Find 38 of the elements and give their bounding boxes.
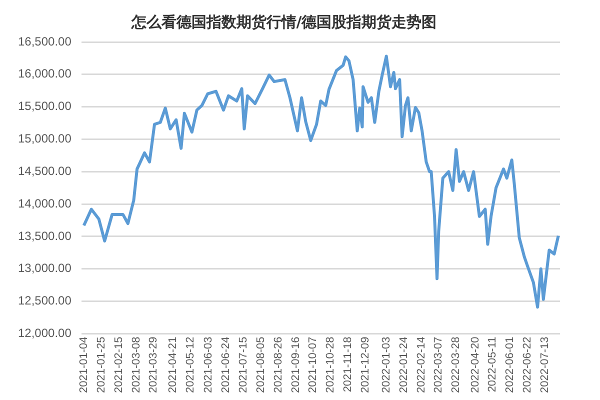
y-tick-label: 15,000.00 <box>18 132 72 146</box>
x-tick-label: 2022-06-22 <box>522 336 534 394</box>
y-tick-label: 12,500.00 <box>18 294 72 308</box>
x-tick-label: 2021-03-29 <box>148 336 160 394</box>
y-tick-label: 13,500.00 <box>18 228 72 243</box>
x-tick-label: 2021-06-03 <box>202 336 215 394</box>
y-tick-label: 14,000.00 <box>18 196 72 210</box>
x-tick-label: 2021-11-18 <box>342 336 354 392</box>
y-tick-label: 16,500.00 <box>18 34 72 48</box>
x-tick-label: 2021-02-15 <box>112 336 125 394</box>
x-tick-label: 2021-07-15 <box>237 336 250 394</box>
x-tick-label: 2022-06-01 <box>504 336 516 394</box>
x-tick-label: 2021-01-04 <box>78 336 90 394</box>
x-tick-label: 2022-04-20 <box>469 336 482 394</box>
x-tick-label: 2022-02-14 <box>415 336 428 394</box>
x-tick-label: 2021-08-05 <box>254 336 267 394</box>
x-tick-label: 2022-05-11 <box>486 336 499 392</box>
x-tick-label: 2021-10-28 <box>324 336 337 394</box>
y-tick-label: 15,500.00 <box>18 99 72 114</box>
y-tick-label: 14,500.00 <box>18 164 72 178</box>
x-tick-label: 2022-07-13 <box>539 336 552 394</box>
x-tick-label: 2021-05-12 <box>184 336 196 394</box>
x-tick-label: 2022-01-03 <box>380 336 392 394</box>
x-tick-label: 2021-04-21 <box>166 336 179 394</box>
x-tick-label: 2021-01-25 <box>95 336 108 394</box>
x-tick-label: 2022-03-07 <box>432 336 445 394</box>
chart-title: 怎么看德国指数期货行情/德国股指期货走势图 <box>130 12 437 31</box>
x-tick-label: 2021-10-07 <box>307 336 320 394</box>
x-tick-label: 2021-08-26 <box>272 336 284 394</box>
x-tick-label: 2021-09-16 <box>290 336 302 394</box>
x-tick-label: 2021-06-24 <box>220 336 232 394</box>
x-tick-label: 2021-12-09 <box>360 336 372 394</box>
y-tick-label: 12,000.00 <box>18 326 72 340</box>
x-tick-label: 2021-03-08 <box>130 336 142 394</box>
x-tick-label: 2022-01-24 <box>398 336 410 394</box>
y-tick-label: 16,000.00 <box>18 66 72 81</box>
y-tick-label: 13,000.00 <box>18 261 72 276</box>
x-tick-label: 2022-03-28 <box>450 336 462 394</box>
